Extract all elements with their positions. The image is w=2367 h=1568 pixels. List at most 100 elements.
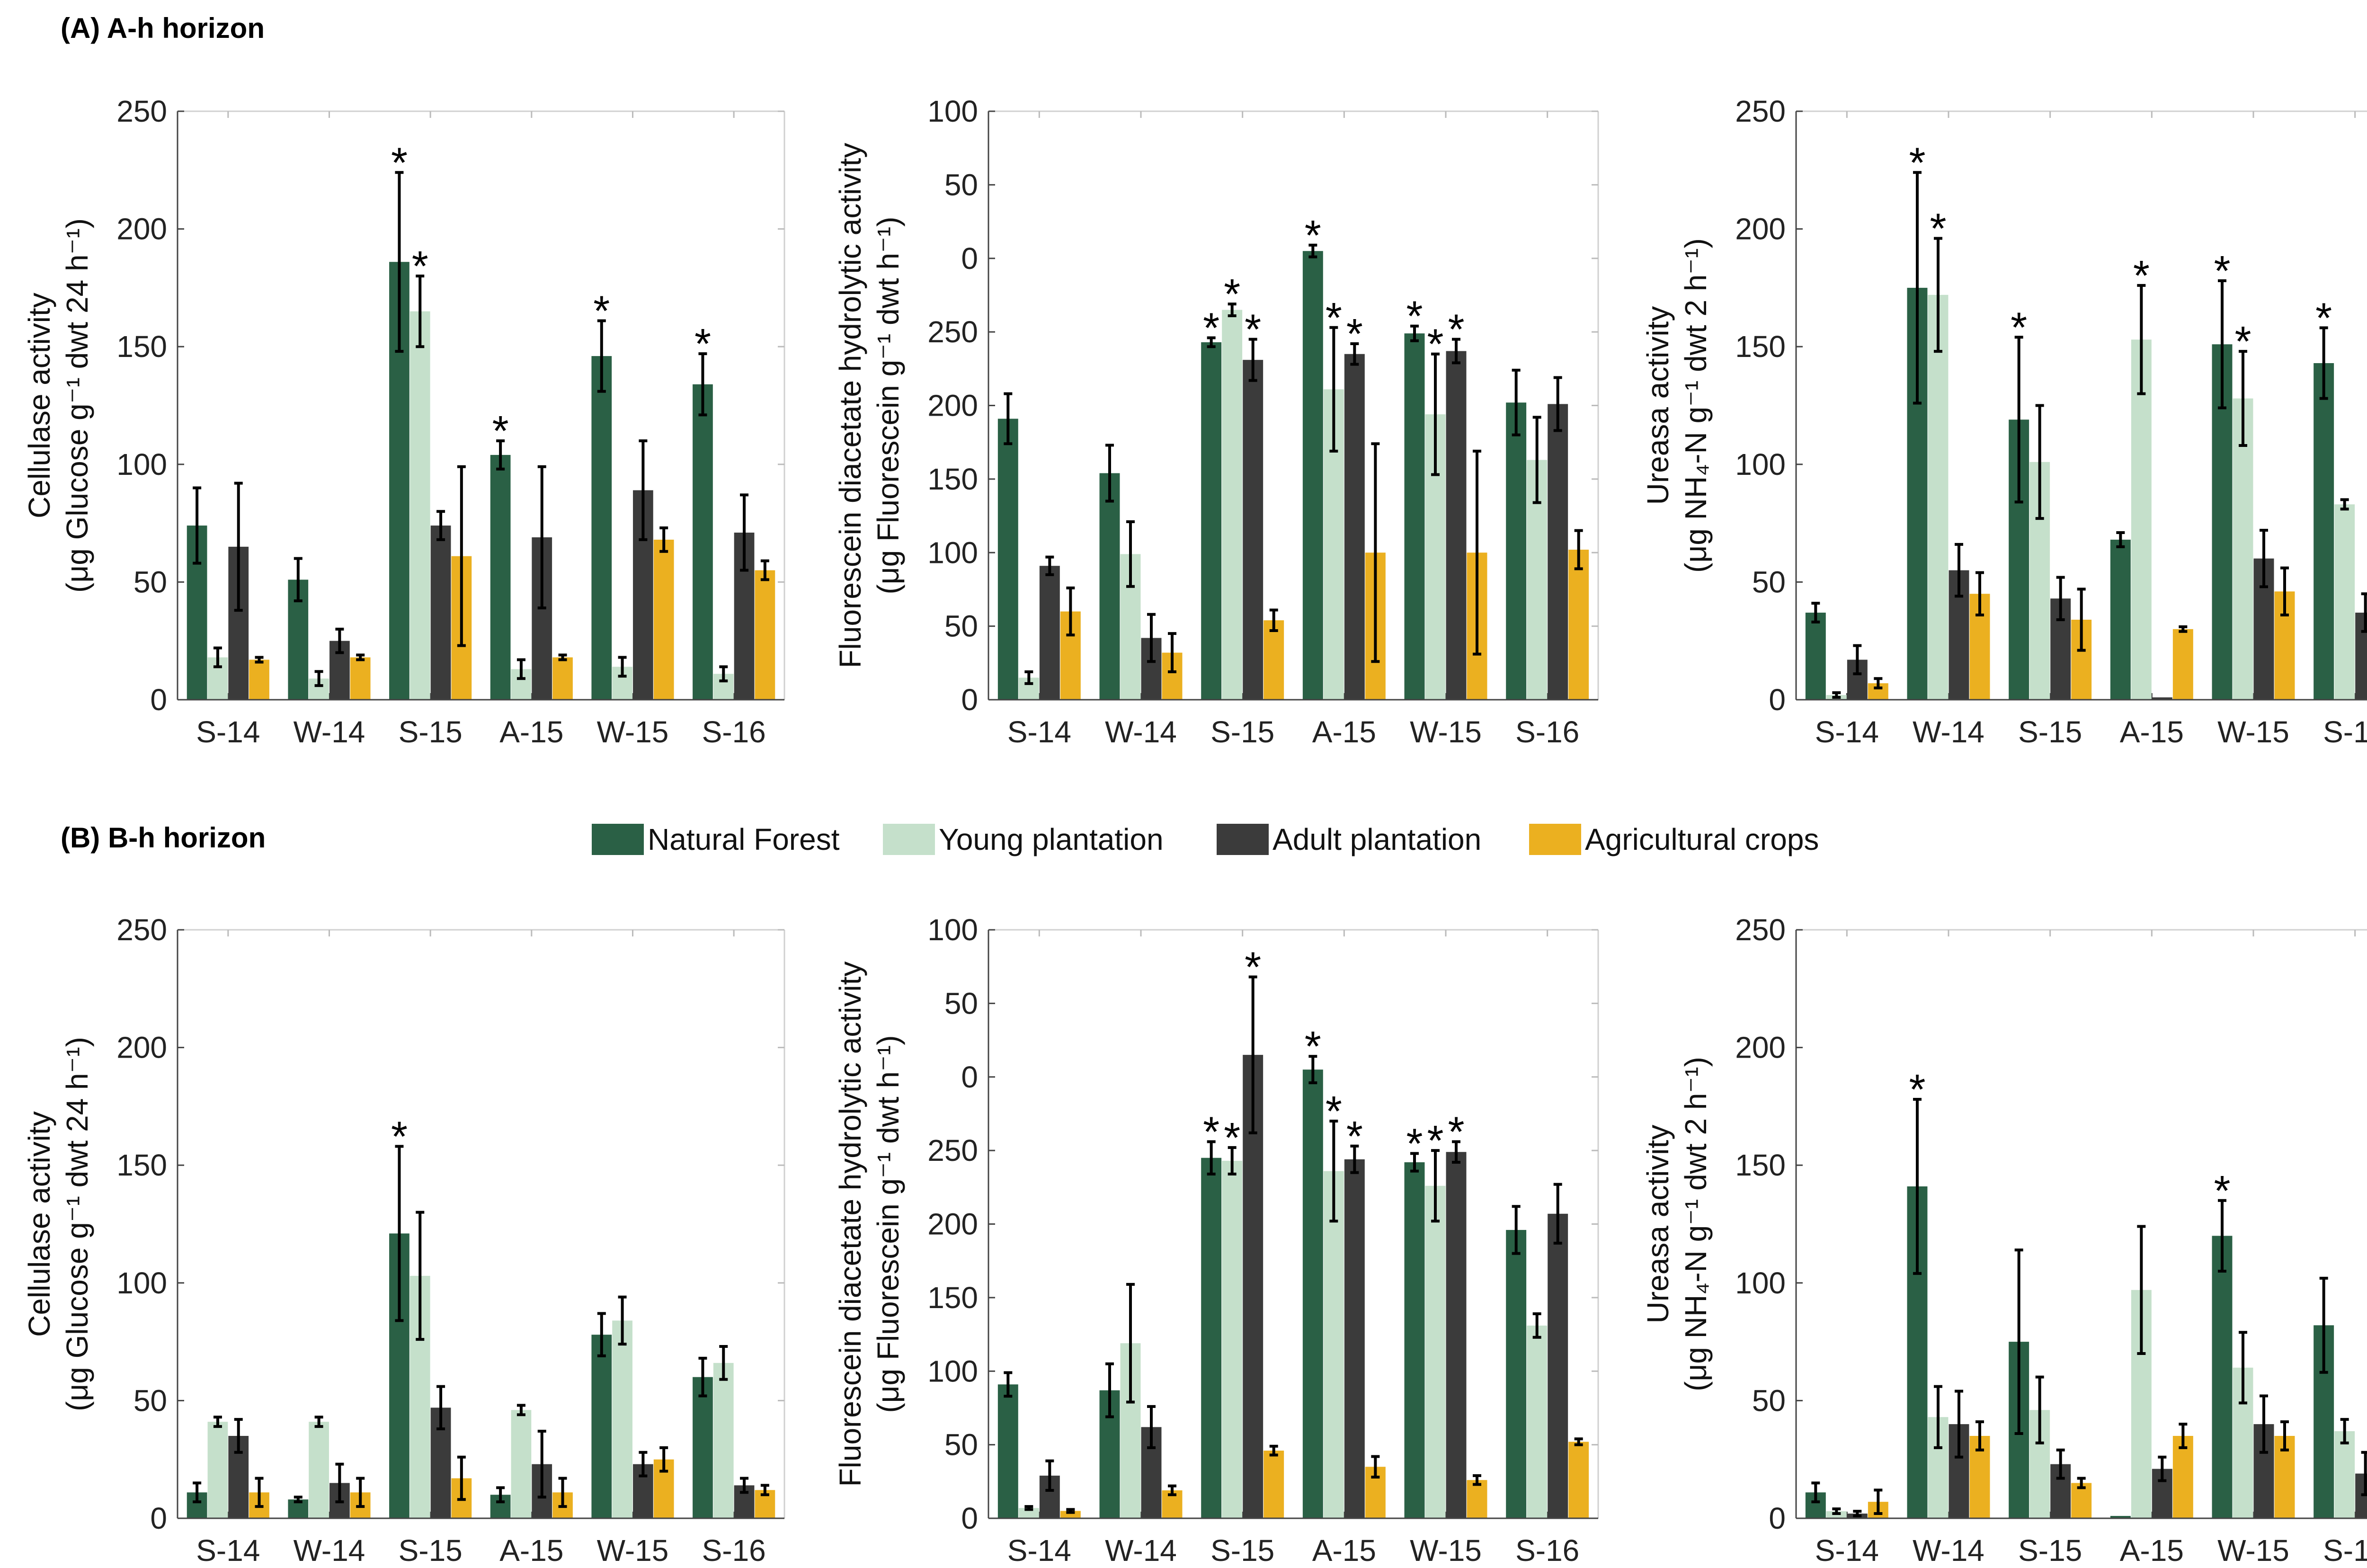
bar-young-plantation (511, 1410, 532, 1518)
significance-star: * (1909, 1066, 1925, 1114)
legend-label: Agricultural crops (1585, 822, 1819, 856)
bar-agricultural-crops (2172, 1435, 2193, 1518)
y-axis-label: Cellulase activity (22, 1111, 56, 1337)
bar-young-plantation (1222, 310, 1243, 700)
significance-star: * (593, 288, 610, 335)
x-tick-label: W-14 (1913, 1533, 1984, 1568)
y-tick-label: 150 (116, 1148, 167, 1182)
y-tick-label: 100 (927, 94, 978, 128)
x-tick-label: S-14 (1815, 715, 1879, 749)
y-tick-label: 150 (1735, 330, 1786, 364)
chart-panel-b-ure: 0 50 100 150 200 250 Ureasa activity (μg NH₄-N … (1641, 913, 2367, 1568)
x-tick-label: A-15 (1312, 1533, 1376, 1568)
significance-star: * (2133, 252, 2150, 300)
x-tick-label: A-15 (2120, 715, 2184, 749)
bar-agricultural-crops (1060, 1511, 1081, 1518)
y-tick-label: 200 (1735, 1031, 1786, 1065)
legend-swatch (592, 824, 644, 855)
bar-adult-plantation (2152, 697, 2172, 700)
x-tick-label: S-15 (399, 715, 463, 749)
x-tick-label: A-15 (1312, 715, 1376, 749)
x-tick-label: W-15 (1410, 715, 1482, 749)
bar-adult-plantation (430, 526, 451, 700)
y-tick-label: 200 (116, 212, 167, 246)
x-tick-label: W-14 (1105, 715, 1177, 749)
y-tick-label: 200 (1735, 212, 1786, 246)
bar-natural-forest (2314, 363, 2334, 700)
bar-young-plantation (1018, 1508, 1039, 1518)
bar-young-plantation (1222, 1160, 1243, 1518)
legend-label: Adult plantation (1272, 822, 1481, 856)
bar-natural-forest (1506, 1229, 1527, 1518)
x-tick-label: S-15 (1210, 1533, 1274, 1568)
y-axis-label: Fluorescein diacetate hydrolytic activit… (833, 143, 867, 668)
x-tick-label: S-14 (1007, 715, 1071, 749)
y-tick-label: 100 (927, 535, 978, 570)
significance-star: * (1346, 311, 1363, 358)
y-tick-label: 50 (1752, 565, 1786, 599)
bar-natural-forest (490, 454, 511, 700)
bar-agricultural-crops (350, 657, 371, 700)
bar-agricultural-crops (1568, 550, 1589, 700)
bar-agricultural-crops (1568, 1442, 1589, 1518)
x-tick-label: S-14 (196, 1533, 260, 1568)
significance-star: * (1224, 1114, 1240, 1162)
bar-adult-plantation (1243, 360, 1264, 700)
legend: Natural Forest Young plantation Adult plan… (592, 822, 1819, 856)
x-tick-label: S-15 (1210, 715, 1274, 749)
bar-natural-forest (1201, 342, 1222, 700)
y-tick-label: 0 (1769, 683, 1786, 717)
significance-star: * (1346, 1113, 1363, 1160)
bar-agricultural-crops (755, 570, 775, 700)
significance-star: * (2011, 304, 2027, 351)
x-tick-label: S-16 (2323, 1533, 2367, 1568)
significance-star: * (1245, 944, 1261, 991)
bar-agricultural-crops (552, 657, 573, 700)
x-tick-label: S-14 (1007, 1533, 1071, 1568)
y-tick-label: 150 (116, 330, 167, 364)
y-tick-label: 150 (1735, 1148, 1786, 1182)
y-tick-label: 0 (961, 1060, 978, 1094)
bar-adult-plantation (1548, 1213, 1568, 1518)
bar-natural-forest (693, 384, 713, 700)
x-tick-label: S-15 (399, 1533, 463, 1568)
y-axis-label-units: (μg Fluorescein g⁻¹ dwt h⁻¹) (871, 217, 905, 595)
y-tick-label: 100 (927, 1354, 978, 1388)
y-axis-label-units: (μg Fluorescein g⁻¹ dwt h⁻¹) (871, 1035, 905, 1413)
y-tick-label: 250 (1735, 913, 1786, 947)
bar-agricultural-crops (1264, 620, 1284, 700)
bar-young-plantation (612, 1320, 632, 1518)
bar-young-plantation (1928, 294, 1949, 700)
y-tick-label: 200 (116, 1031, 167, 1065)
bar-natural-forest (997, 419, 1018, 700)
x-tick-label: W-14 (294, 715, 365, 749)
y-tick-label: 50 (1752, 1383, 1786, 1417)
y-tick-label: 100 (116, 447, 167, 481)
significance-star: * (391, 1113, 408, 1160)
x-tick-label: A-15 (2120, 1533, 2184, 1568)
y-tick-label: 50 (944, 609, 978, 643)
x-tick-label: W-15 (2217, 1533, 2289, 1568)
y-tick-label: 250 (116, 94, 167, 128)
bar-natural-forest (591, 1335, 612, 1518)
x-tick-label: S-14 (1815, 1533, 1879, 1568)
x-tick-label: W-14 (1913, 715, 1984, 749)
bar-natural-forest (1506, 402, 1527, 700)
significance-star: * (492, 408, 509, 455)
bar-natural-forest (1099, 473, 1120, 700)
y-tick-label: 100 (1735, 1266, 1786, 1300)
legend-label: Natural Forest (648, 822, 840, 856)
bar-natural-forest (2110, 539, 2131, 700)
y-tick-label: 50 (133, 1383, 167, 1417)
y-tick-label: 250 (1735, 94, 1786, 128)
x-tick-label: W-15 (2217, 715, 2289, 749)
y-tick-label: 50 (944, 168, 978, 202)
x-tick-label: S-16 (1515, 715, 1579, 749)
bar-agricultural-crops (249, 659, 269, 700)
bar-young-plantation (309, 1422, 329, 1518)
x-tick-label: S-15 (2018, 1533, 2082, 1568)
y-tick-label: 0 (961, 241, 978, 276)
x-tick-label: S-14 (196, 715, 260, 749)
significance-star: * (1326, 294, 1342, 342)
bar-adult-plantation (1344, 1159, 1365, 1518)
